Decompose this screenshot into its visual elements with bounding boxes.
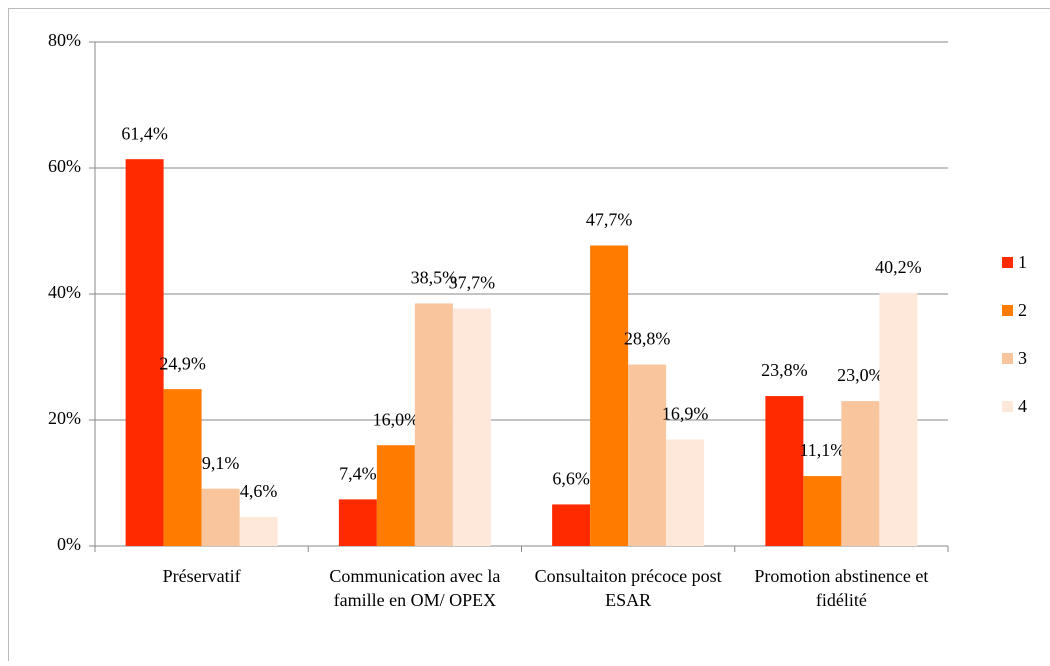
x-tick-label: Consultaiton précoce post ESAR <box>522 564 735 612</box>
bar <box>339 499 377 546</box>
legend-swatch <box>1002 353 1013 364</box>
x-tick-label: Préservatif <box>95 564 308 588</box>
legend-label: 3 <box>1018 348 1027 368</box>
bar <box>590 245 628 546</box>
value-label: 61,4% <box>121 123 168 143</box>
bar <box>240 517 278 546</box>
x-tick-label-box: Communication avec la famille en OM/ OPE… <box>308 564 521 644</box>
value-label: 4,6% <box>240 481 278 501</box>
legend-label: 2 <box>1018 300 1027 320</box>
bar <box>202 489 240 546</box>
value-label: 11,1% <box>799 440 845 460</box>
value-label: 16,9% <box>662 404 709 424</box>
bar <box>164 389 202 546</box>
value-label: 9,1% <box>202 453 240 473</box>
legend-swatch <box>1002 401 1013 412</box>
legend-label: 1 <box>1018 252 1027 272</box>
x-tick-label-box: Promotion abstinence et fidélité <box>735 564 948 644</box>
value-label: 7,4% <box>339 464 377 484</box>
bar <box>803 476 841 546</box>
y-tick-label: 60% <box>48 156 81 176</box>
value-label: 28,8% <box>624 329 671 349</box>
y-tick-label: 40% <box>48 282 81 302</box>
value-label: 23,0% <box>837 365 884 385</box>
value-label: 6,6% <box>552 469 590 489</box>
value-label: 37,7% <box>449 273 496 293</box>
x-tick-label-box: Consultaiton précoce post ESAR <box>522 564 735 644</box>
y-tick-label: 20% <box>48 408 81 428</box>
bar <box>879 293 917 546</box>
bar <box>377 445 415 546</box>
value-label: 47,7% <box>586 210 633 230</box>
x-tick-label: Promotion abstinence et fidélité <box>735 564 948 612</box>
value-label: 16,0% <box>373 409 420 429</box>
bar <box>415 303 453 546</box>
bar <box>126 159 164 546</box>
bar <box>453 308 491 546</box>
legend-swatch <box>1002 305 1013 316</box>
y-tick-label: 80% <box>48 30 81 50</box>
bar <box>765 396 803 546</box>
bar <box>552 504 590 546</box>
value-label: 24,9% <box>159 353 206 373</box>
bar <box>628 365 666 546</box>
bar <box>666 440 704 546</box>
x-tick-label-box: Préservatif <box>95 564 308 644</box>
value-label: 40,2% <box>875 257 922 277</box>
bar <box>841 401 879 546</box>
legend-label: 4 <box>1018 396 1027 416</box>
y-tick-label: 0% <box>57 534 81 554</box>
x-tick-label: Communication avec la famille en OM/ OPE… <box>308 564 521 612</box>
value-label: 23,8% <box>761 360 808 380</box>
legend-swatch <box>1002 257 1013 268</box>
